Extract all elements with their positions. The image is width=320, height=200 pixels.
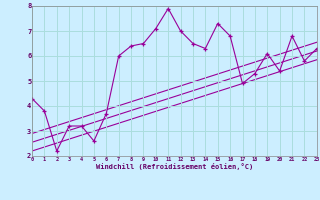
X-axis label: Windchill (Refroidissement éolien,°C): Windchill (Refroidissement éolien,°C) [96,163,253,170]
